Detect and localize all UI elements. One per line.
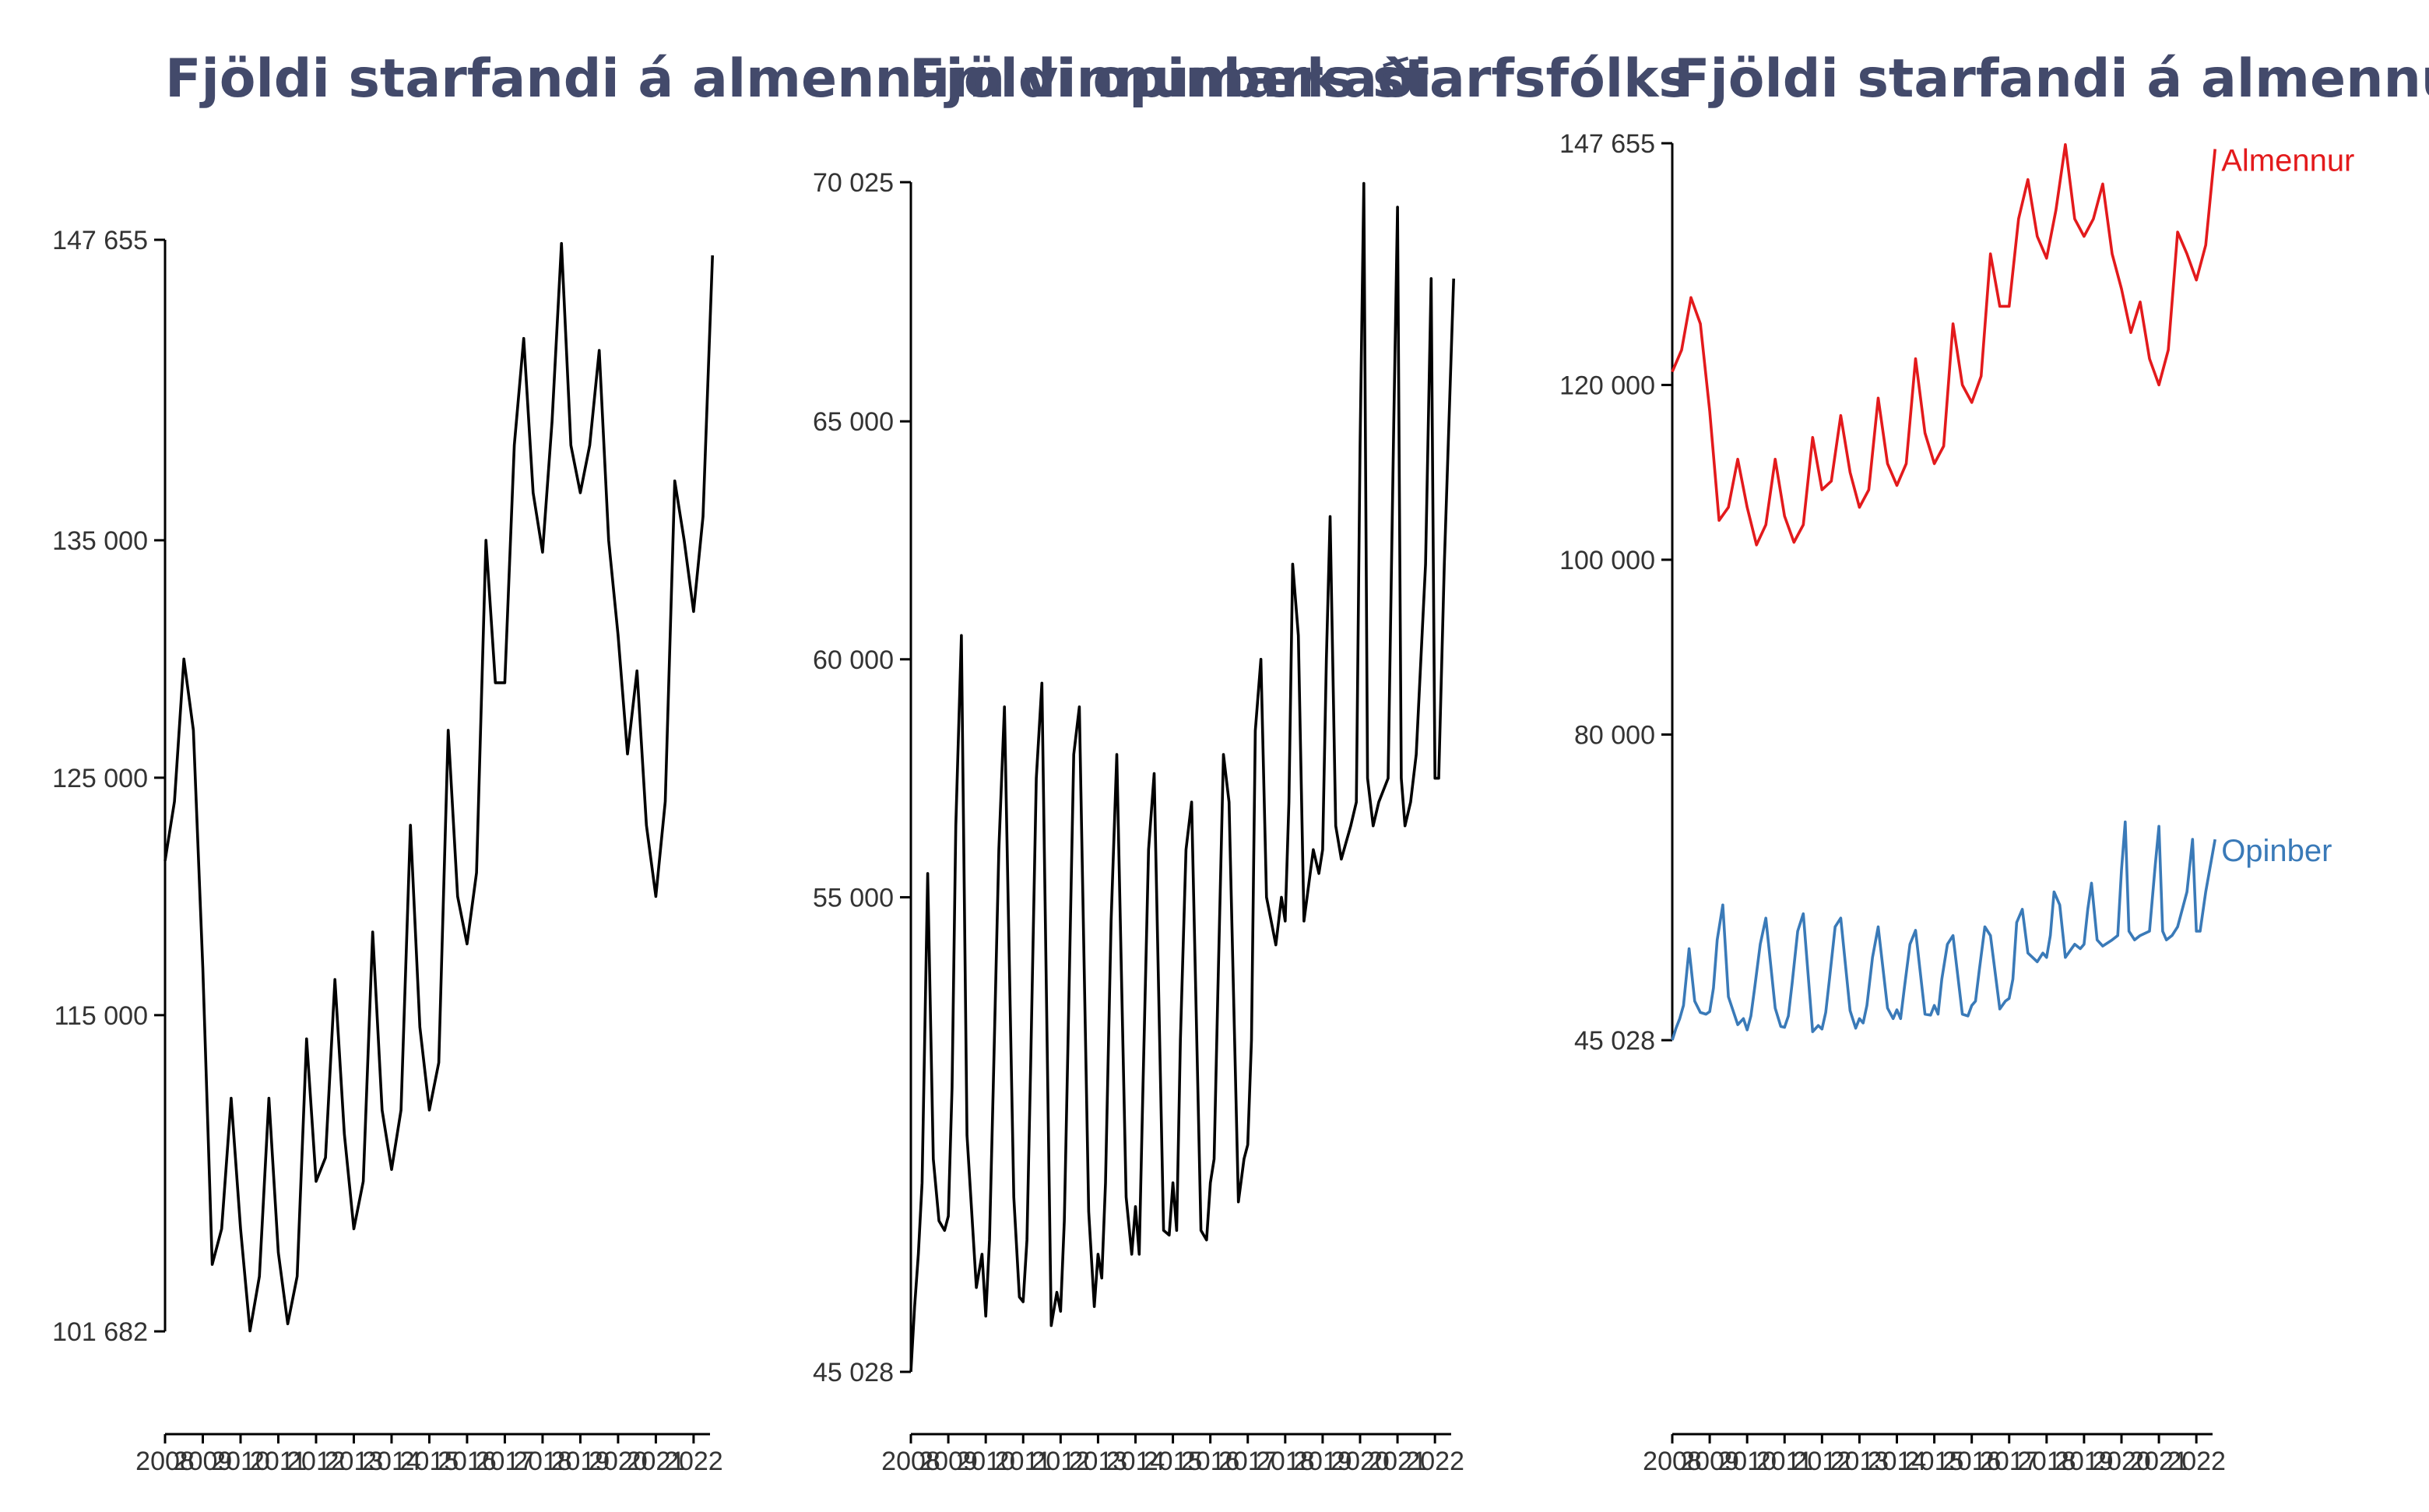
y-tick-label: 115 000 — [54, 1001, 148, 1031]
series-label-almennur: Almennur — [2221, 143, 2354, 178]
y-tick-label: 45 028 — [1574, 1026, 1655, 1056]
x-tick-label: 2020 — [2092, 1447, 2151, 1476]
y-tick-label: 80 000 — [1574, 720, 1655, 750]
x-tick-label: 2019 — [1293, 1447, 1352, 1476]
x-tick-label: 2022 — [664, 1447, 723, 1476]
x-tick-label: 2016 — [1942, 1447, 2002, 1476]
x-tick-label: 2015 — [1905, 1447, 1964, 1476]
x-tick-label: 2018 — [1256, 1447, 1315, 1476]
x-tick-label: 2022 — [1405, 1447, 1464, 1476]
x-tick-label: 2017 — [476, 1447, 535, 1476]
y-tick-label: 147 655 — [52, 226, 148, 255]
x-tick-label: 2012 — [1793, 1447, 1852, 1476]
series-label-opinber: Opinber — [2221, 834, 2332, 868]
chart-title: Fjöldi opinbers starfsfólks — [909, 48, 1690, 110]
x-tick-label: 2017 — [1980, 1447, 2039, 1476]
x-tick-label: 2018 — [513, 1447, 572, 1476]
y-tick-label: 125 000 — [52, 764, 148, 793]
series-line-main — [909, 181, 1455, 1373]
x-tick-label: 2021 — [1368, 1447, 1427, 1476]
x-tick-label: 2021 — [627, 1447, 686, 1476]
x-tick-label: 2014 — [1868, 1447, 1927, 1476]
x-tick-label: 2011 — [1756, 1447, 1813, 1476]
y-tick-label: 120 000 — [1559, 371, 1655, 400]
x-tick-label: 2010 — [211, 1447, 270, 1476]
y-tick-label: 101 682 — [52, 1317, 148, 1347]
x-tick-label: 2013 — [1830, 1447, 1889, 1476]
x-tick-label: 2017 — [1218, 1447, 1278, 1476]
x-tick-label: 2009 — [174, 1447, 233, 1476]
chart-panel-3: Fjöldi starfandi á almennum og opinberum… — [1559, 48, 2429, 1476]
x-tick-label: 2015 — [1144, 1447, 1203, 1476]
series-line-opinber — [1671, 820, 2216, 1041]
x-tick-label: 2014 — [362, 1447, 421, 1476]
x-tick-label: 2010 — [956, 1447, 1015, 1476]
x-tick-label: 2011 — [250, 1447, 307, 1476]
y-tick-label: 65 000 — [813, 407, 894, 437]
x-tick-label: 2022 — [2167, 1447, 2226, 1476]
x-tick-label: 2012 — [286, 1447, 346, 1476]
x-tick-label: 2012 — [1032, 1447, 1091, 1476]
x-tick-label: 2009 — [919, 1447, 978, 1476]
x-tick-label: 2018 — [2017, 1447, 2076, 1476]
chart-title: Fjöldi starfandi á almennum vinnumarkaði — [165, 48, 1432, 110]
x-tick-label: 2014 — [1106, 1447, 1165, 1476]
series-line-almennur — [1671, 142, 2216, 547]
x-tick-label: 2019 — [2055, 1447, 2114, 1476]
series-line-main — [163, 241, 714, 1333]
y-tick-label: 55 000 — [813, 883, 894, 912]
x-tick-label: 2008 — [1643, 1447, 1702, 1476]
x-tick-label: 2008 — [135, 1447, 195, 1476]
x-tick-label: 2013 — [325, 1447, 384, 1476]
x-tick-label: 2020 — [1331, 1447, 1390, 1476]
y-tick-label: 70 025 — [813, 168, 894, 198]
x-tick-label: 2015 — [400, 1447, 459, 1476]
x-tick-label: 2009 — [1680, 1447, 1739, 1476]
x-tick-label: 2021 — [2129, 1447, 2188, 1476]
x-tick-label: 2016 — [1181, 1447, 1240, 1476]
y-tick-label: 60 000 — [813, 645, 894, 675]
x-tick-label: 2013 — [1069, 1447, 1128, 1476]
y-tick-label: 147 655 — [1559, 129, 1655, 159]
y-tick-label: 135 000 — [52, 526, 148, 556]
x-tick-label: 2016 — [438, 1447, 497, 1476]
chart-panel-2: Fjöldi opinbers starfsfólks 45 028 55 000 6… — [813, 48, 1690, 1476]
x-tick-label: 2019 — [551, 1447, 610, 1476]
x-tick-label: 2010 — [1717, 1447, 1777, 1476]
y-tick-label: 100 000 — [1559, 546, 1655, 575]
x-tick-label: 2008 — [881, 1447, 940, 1476]
x-tick-label: 2020 — [589, 1447, 648, 1476]
chart-panel-1: Fjöldi starfandi á almennum vinnumarkaði… — [52, 48, 1432, 1476]
x-tick-label: 2011 — [995, 1447, 1052, 1476]
y-tick-label: 45 028 — [813, 1358, 894, 1387]
chart-title: Fjöldi starfandi á almennum og opinberum… — [1674, 48, 2429, 110]
